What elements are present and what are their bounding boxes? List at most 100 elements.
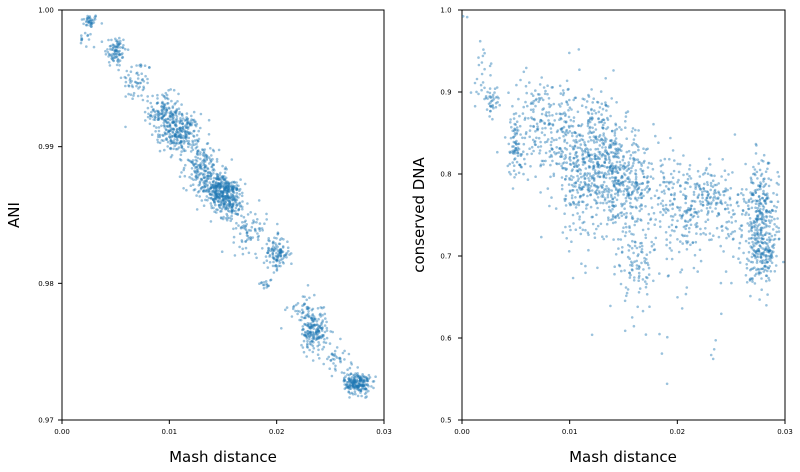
conserved-dna-point [609,218,613,222]
conserved-dna-point [530,101,533,104]
ani-point [221,175,224,178]
conserved-dna-point [642,147,645,150]
ani-point [191,183,195,186]
ani-point [254,212,257,216]
ani-point [217,196,221,199]
conserved-dna-point [673,192,676,195]
conserved-dna-point [624,111,628,115]
ani-point [177,142,181,145]
conserved-dna-point [717,191,721,195]
conserved-dna-point [767,249,771,253]
ani-point [318,335,321,339]
conserved-dna-point [756,255,760,259]
ani-point [230,205,234,209]
ani-point [191,141,195,144]
conserved-dna-point [565,161,568,164]
conserved-dna-point [728,197,732,201]
conserved-dna-point [727,211,731,214]
conserved-dna-point [579,232,583,236]
ani-point [361,383,365,386]
conserved-dna-point [750,178,753,181]
conserved-dna-point [551,123,555,126]
ani-point [209,193,212,196]
ani-point [80,18,84,21]
conserved-dna-point [755,242,758,246]
ani-point [207,177,210,180]
ani-point [132,94,135,97]
ani-point [214,177,218,180]
conserved-dna-point [685,234,689,238]
conserved-dna-point [623,234,627,238]
conserved-dna-point [668,241,672,244]
ani-point [111,43,115,46]
conserved-dna-point [585,204,588,207]
conserved-dna-point [563,111,566,114]
conserved-dna-point [615,182,619,185]
conserved-dna-point [762,252,765,256]
ani-point [352,379,355,383]
ani-point [230,198,234,202]
ani-point [164,112,167,116]
conserved-dna-point [720,312,723,316]
ani-point [234,199,237,203]
ani-point [274,254,278,258]
conserved-dna-point [569,163,573,166]
conserved-dna-point [600,195,603,198]
ani-point [348,379,351,383]
conserved-dna-point [632,185,636,188]
conserved-dna-point [760,251,764,255]
ani-point [276,232,280,235]
conserved-dna-point [756,199,759,203]
ani-point [214,182,218,186]
ani-point [138,81,141,85]
ani-point [203,173,206,176]
conserved-dna-point [593,232,596,235]
conserved-dna-y-tick-label: 1.0 [440,7,451,15]
ani-point [364,388,368,391]
conserved-dna-point [630,316,634,319]
ani-point [230,185,233,189]
conserved-dna-point [699,202,703,206]
conserved-dna-point [516,151,520,155]
ani-point [230,186,234,190]
conserved-dna-point [755,232,759,236]
ani-point [263,222,266,225]
conserved-dna-point [582,174,585,178]
ani-point [128,78,132,82]
ani-point [353,379,356,382]
ani-point [316,337,319,341]
ani-point [233,185,236,188]
conserved-dna-point [747,241,751,245]
ani-point [152,118,155,121]
ani-point [232,202,235,205]
conserved-dna-point [764,274,768,278]
conserved-dna-point [640,196,643,199]
conserved-dna-point [613,179,617,182]
conserved-dna-point [579,181,583,184]
conserved-dna-point [702,187,706,190]
conserved-dna-point [564,154,567,157]
conserved-dna-point [603,161,606,164]
conserved-dna-point [681,213,685,216]
conserved-dna-point [512,140,516,144]
ani-point [231,199,235,202]
conserved-dna-point [659,225,662,229]
ani-point [155,113,158,116]
ani-point [220,192,224,196]
conserved-dna-point [760,221,764,224]
conserved-dna-point [751,199,755,203]
ani-point [227,182,231,186]
conserved-dna-point [726,227,729,231]
conserved-dna-point [762,253,765,257]
ani-point [113,50,117,53]
conserved-dna-point [593,109,596,112]
ani-point [178,158,182,161]
ani-point [229,188,233,192]
ani-point [257,227,261,230]
ani-point [142,87,146,90]
ani-point [366,379,370,383]
ani-point [343,378,347,382]
conserved-dna-point [736,200,739,204]
ani-point [84,23,88,27]
conserved-dna-point [540,112,544,116]
